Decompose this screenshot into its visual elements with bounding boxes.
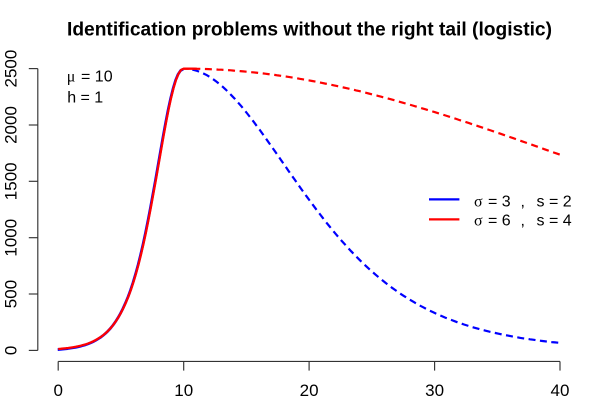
svg-text:s: s: [537, 213, 545, 230]
svg-text:2500: 2500: [2, 50, 21, 88]
svg-text:= 4: = 4: [549, 213, 572, 230]
svg-text:Identification problems withou: Identification problems without the righ…: [67, 20, 552, 41]
svg-text:20: 20: [300, 381, 319, 400]
svg-text:500: 500: [2, 280, 21, 308]
svg-text:0: 0: [2, 346, 21, 355]
svg-text:s: s: [537, 193, 545, 210]
svg-text:= 2: = 2: [549, 193, 572, 210]
svg-text:0: 0: [53, 381, 62, 400]
svg-text:40: 40: [551, 381, 570, 400]
svg-text:,: ,: [521, 213, 525, 230]
svg-text:= 1: = 1: [81, 90, 104, 107]
svg-text:2000: 2000: [2, 106, 21, 144]
svg-text:σ: σ: [474, 213, 483, 230]
svg-text:,: ,: [521, 193, 525, 210]
svg-text:μ: μ: [67, 69, 76, 86]
svg-text:h: h: [67, 90, 76, 107]
svg-text:= 10: = 10: [81, 69, 113, 86]
svg-text:= 6: = 6: [488, 213, 511, 230]
svg-text:= 3: = 3: [488, 193, 511, 210]
svg-text:1000: 1000: [2, 219, 21, 257]
svg-text:30: 30: [425, 381, 444, 400]
svg-text:10: 10: [174, 381, 193, 400]
svg-text:σ: σ: [474, 193, 483, 210]
svg-text:1500: 1500: [2, 162, 21, 200]
